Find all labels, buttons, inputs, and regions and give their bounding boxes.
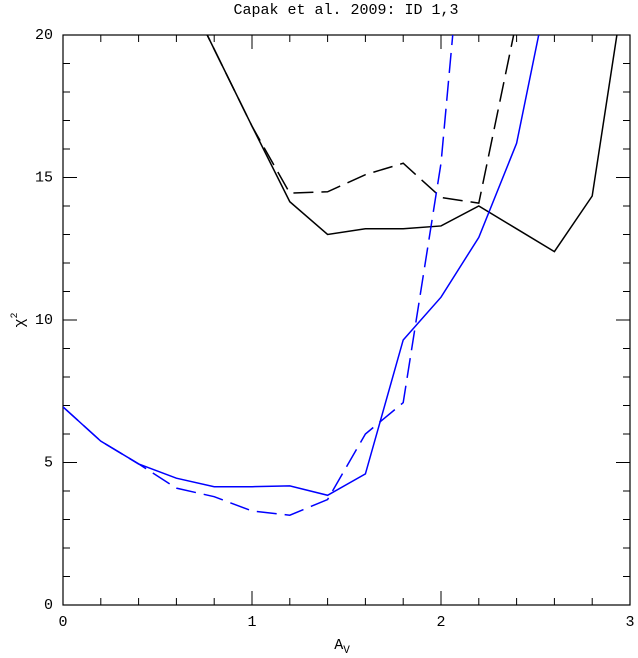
x-label-main: A	[334, 637, 343, 654]
x-tick-label: 2	[436, 614, 445, 631]
series-line	[63, 35, 454, 516]
y-tick-label: 5	[44, 454, 53, 471]
y-label-superscript: 2	[10, 312, 21, 318]
y-label-main: χ	[12, 319, 29, 328]
chart-title: Capak et al. 2009: ID 1,3	[233, 2, 458, 19]
series-line	[63, 35, 540, 497]
x-axis-label: AV	[334, 637, 350, 657]
series-line	[206, 35, 515, 204]
x-tick-label: 1	[247, 614, 256, 631]
y-tick-label: 0	[44, 597, 53, 614]
y-tick-label: 20	[35, 27, 53, 44]
y-tick-label: 10	[35, 312, 53, 329]
y-tick-label: 15	[35, 169, 53, 186]
x-tick-label: 0	[58, 614, 67, 631]
x-label-subscript: V	[343, 645, 350, 657]
y-axis-label: χ2	[10, 312, 29, 327]
x-tick-label: 3	[625, 614, 634, 631]
plot-area	[63, 35, 618, 516]
plot-frame	[62, 34, 631, 606]
